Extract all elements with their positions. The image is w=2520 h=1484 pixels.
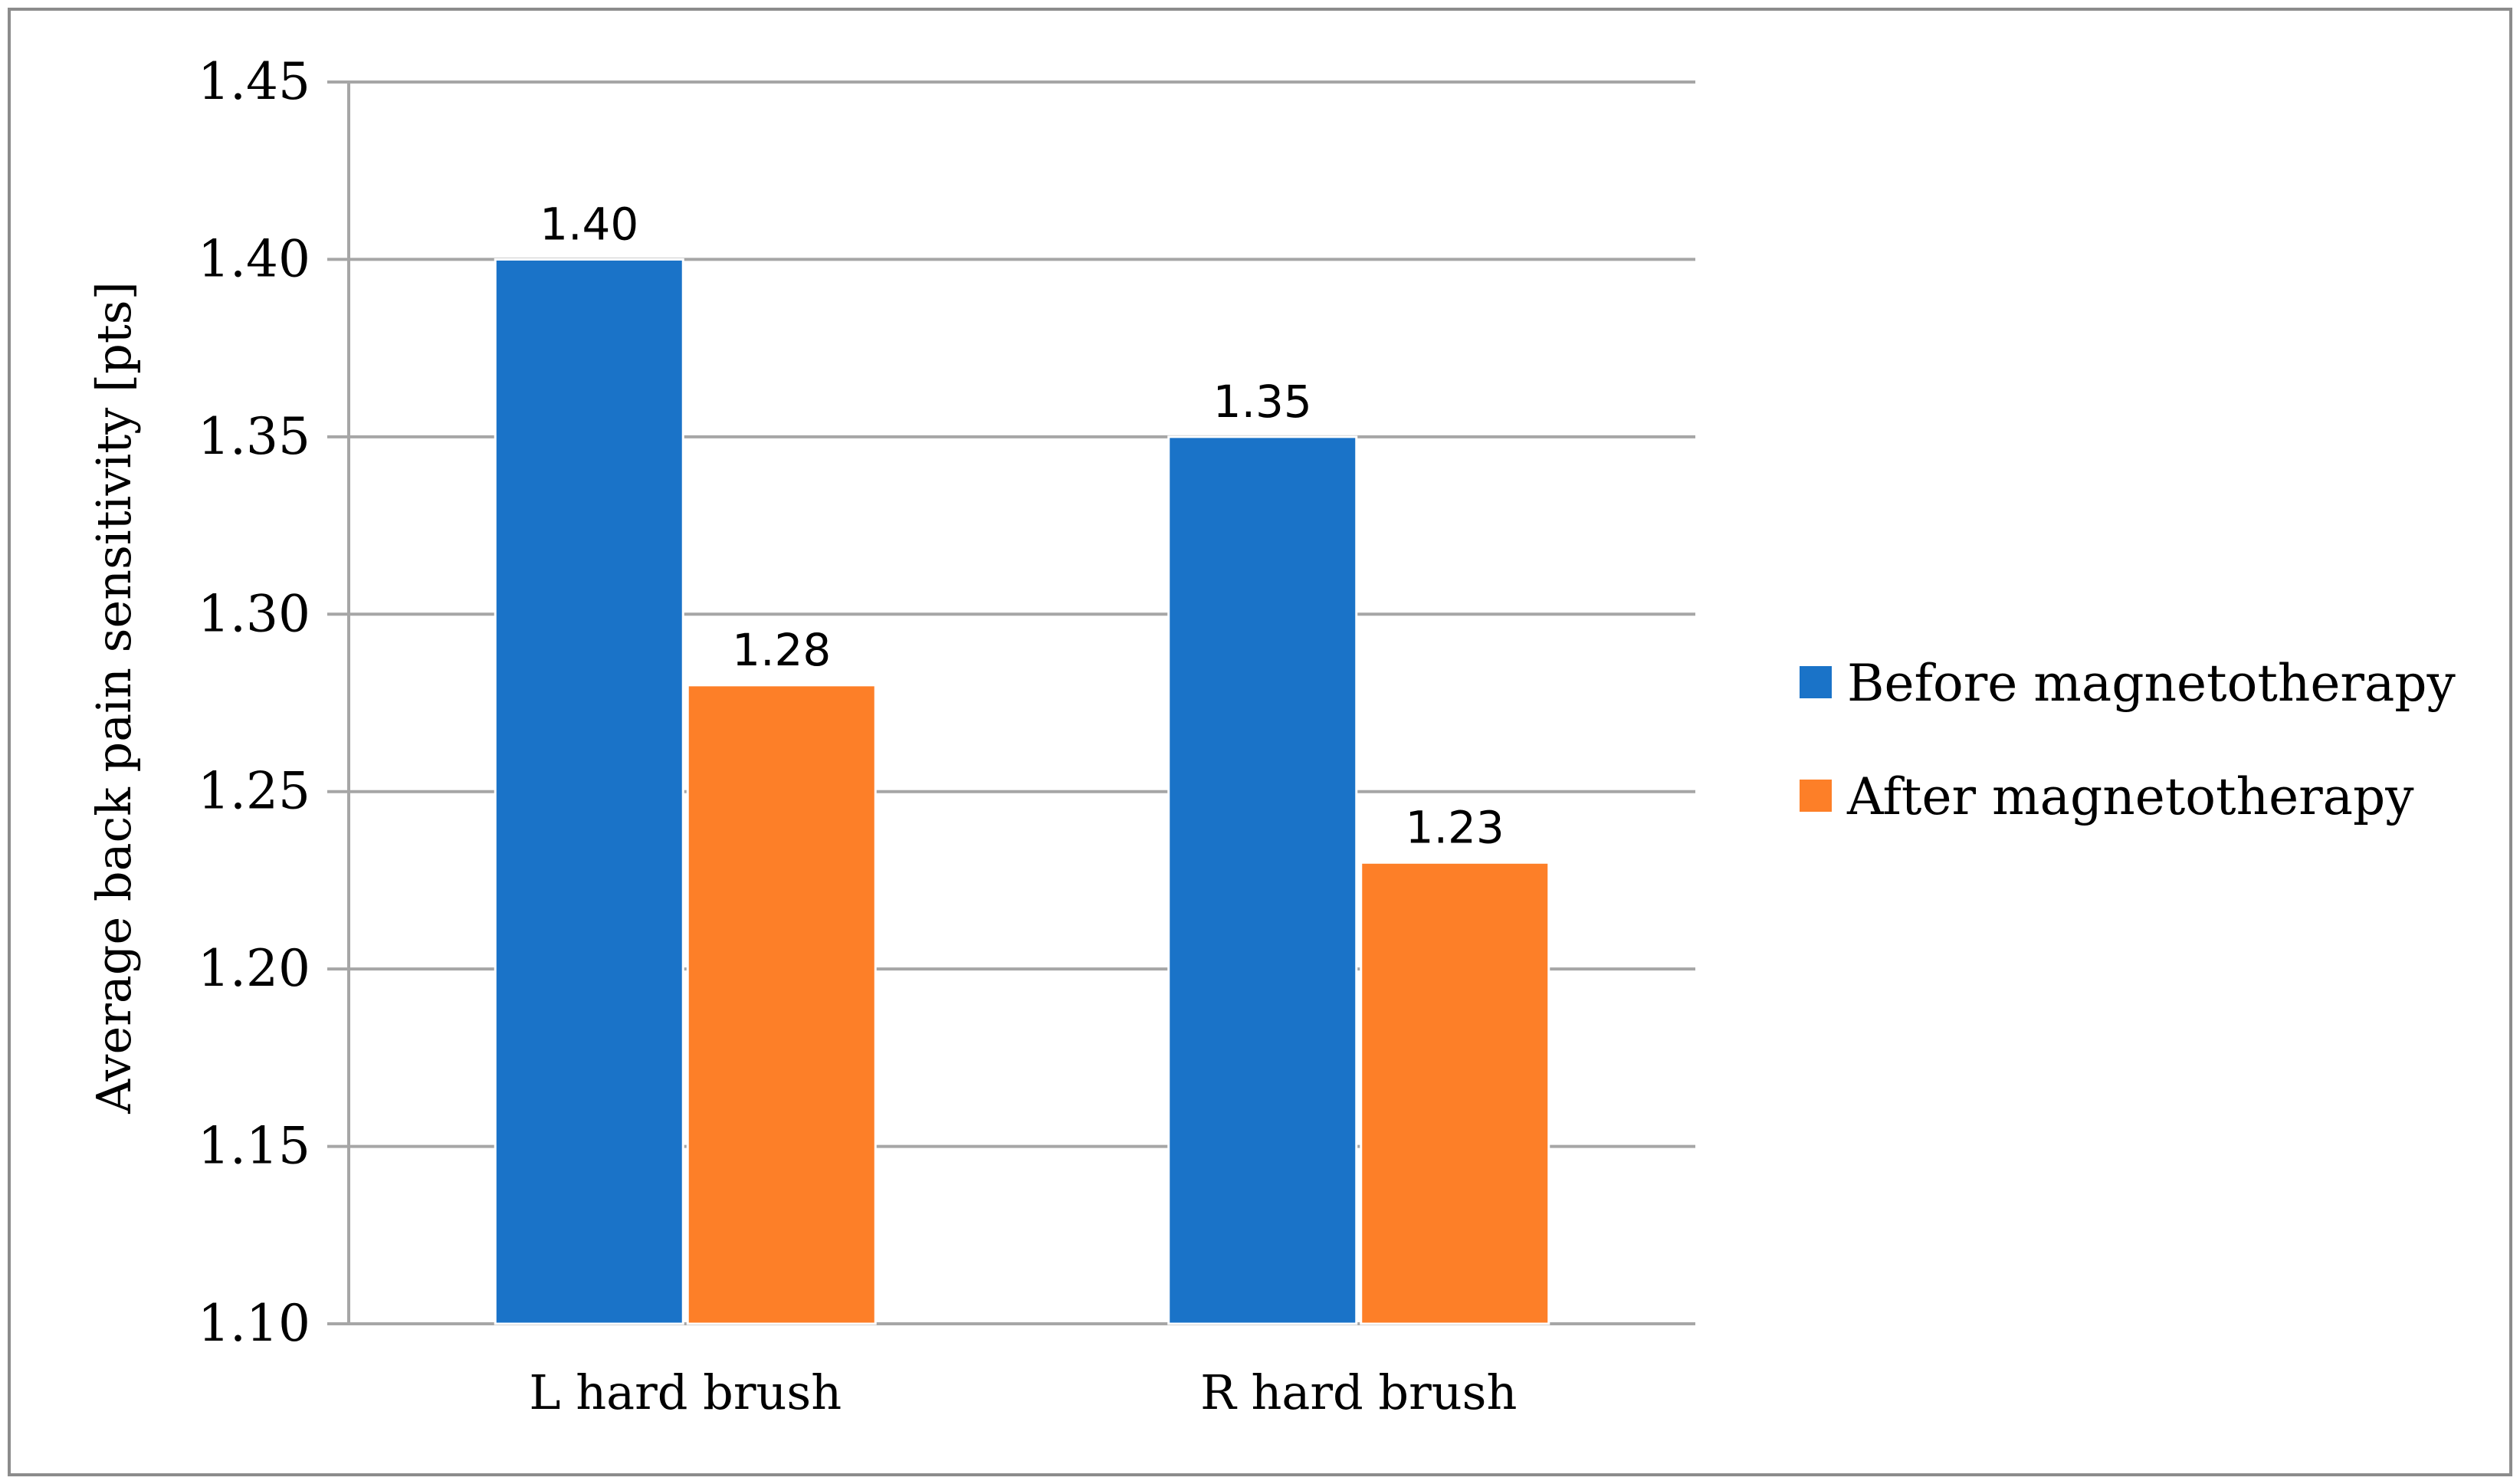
- data-label: 1.28: [732, 624, 831, 676]
- data-labels: 1.40 1.28 1.35 1.23: [540, 198, 1504, 853]
- bar-before-left: [494, 258, 684, 1325]
- y-tick-label: 1.40: [198, 229, 310, 288]
- y-tick-label: 1.15: [198, 1117, 310, 1176]
- tick-labels: 1.10 1.15 1.20 1.25 1.30 1.35 1.40 1.45 L hard b…: [198, 52, 1517, 1420]
- legend-swatch: [1800, 780, 1832, 812]
- y-tick-label: 1.10: [198, 1294, 310, 1353]
- y-axis-title: Average back pain sensitivity [pts]: [86, 281, 142, 1115]
- y-tick-label: 1.20: [198, 939, 310, 998]
- data-label: 1.35: [1213, 376, 1312, 428]
- data-label: 1.40: [540, 198, 638, 250]
- legend: Before magnetotherapy After magnetotherap…: [1800, 654, 2456, 826]
- legend-swatch: [1800, 666, 1832, 698]
- x-category-label: L hard brush: [529, 1364, 842, 1420]
- legend-label: After magnetotherapy: [1846, 767, 2414, 826]
- y-tick-label: 1.45: [198, 52, 310, 111]
- bars: [494, 258, 1550, 1325]
- y-tick-label: 1.25: [198, 762, 310, 821]
- bar-after-right: [1360, 861, 1550, 1325]
- y-tick-label: 1.30: [198, 584, 310, 643]
- legend-label: Before magnetotherapy: [1847, 654, 2456, 713]
- x-category-label: R hard brush: [1200, 1364, 1517, 1420]
- bar-after-left: [686, 684, 877, 1325]
- data-label: 1.23: [1406, 801, 1504, 853]
- bar-before-right: [1167, 435, 1358, 1325]
- y-tick-label: 1.35: [198, 407, 310, 466]
